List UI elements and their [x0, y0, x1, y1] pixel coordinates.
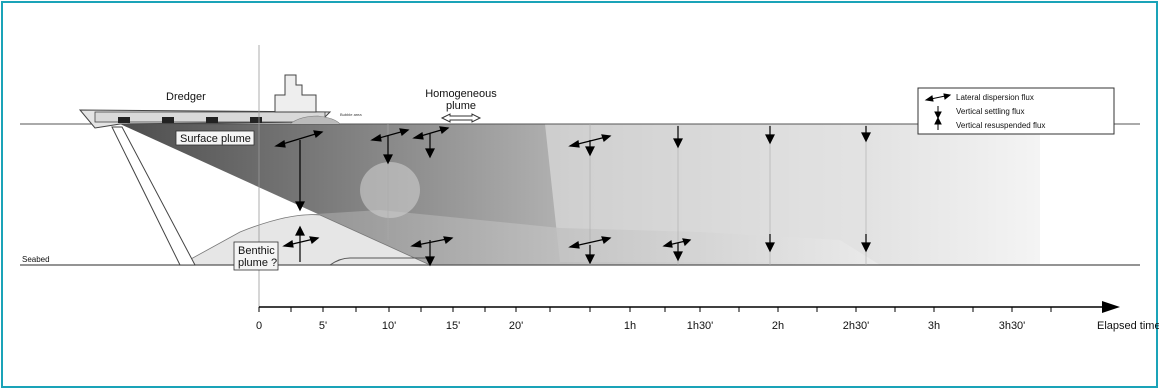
homogeneous-plume-arrow-icon — [440, 113, 482, 123]
benthic-plume-label-box — [233, 241, 279, 271]
surface-plume-label-box — [175, 130, 255, 146]
seabed-label: Seabed — [22, 255, 50, 264]
lateral-dispersion-arrow-icon — [282, 236, 320, 248]
legend-label-settling: Vertical settling flux — [956, 107, 1024, 116]
legend-label-lateral: Lateral dispersion flux — [956, 93, 1034, 102]
vertical-settling-arrow-icon — [425, 240, 435, 267]
bubble-area-label: Bubble area — [340, 112, 362, 117]
vertical-settling-arrow-icon — [673, 126, 683, 149]
tick-label: 3h — [928, 320, 940, 332]
tick-marks — [258, 307, 1052, 312]
vertical-resuspended-arrow-icon — [934, 116, 942, 130]
legend-label-resuspended: Vertical resuspended flux — [956, 121, 1045, 130]
surface-plume-label: Surface plume — [180, 133, 251, 145]
hopper-4 — [250, 117, 262, 123]
tick-label: 1h30' — [687, 320, 714, 332]
plume-core — [360, 162, 420, 218]
vertical-settling-arrow-icon — [861, 126, 871, 143]
tick-label: 1h — [624, 320, 636, 332]
benthic-plume-label: Benthic — [238, 245, 275, 257]
vertical-settling-arrow-icon — [934, 106, 942, 120]
legend: Lateral dispersion flux Vertical settlin… — [917, 87, 1115, 135]
lateral-dispersion-arrow-icon — [924, 93, 952, 102]
tick-label: 20' — [509, 320, 523, 332]
vertical-resuspended-arrow-icon — [295, 225, 305, 262]
homogeneous-plume-label: Homogeneous — [425, 88, 497, 100]
lateral-dispersion-arrow-icon — [412, 126, 450, 140]
hopper-3 — [206, 117, 218, 123]
vertical-settling-arrow-icon — [673, 243, 683, 262]
vertical-settling-arrow-icon — [765, 234, 775, 253]
tick-label: 15' — [446, 320, 460, 332]
vertical-settling-arrow-icon — [425, 133, 435, 159]
hopper-1 — [118, 117, 130, 123]
lateral-dispersion-arrow-icon — [568, 236, 612, 249]
tick-label: 2h — [772, 320, 784, 332]
tick-label: 3h30' — [999, 320, 1026, 332]
hopper-2 — [162, 117, 174, 123]
lateral-dispersion-arrow-icon — [662, 238, 692, 248]
axis-title: Elapsed time — [1097, 320, 1159, 332]
dredger-superstructure — [274, 74, 317, 113]
homogeneous-plume-label-line2: plume — [446, 100, 476, 112]
vertical-settling-arrow-icon — [585, 245, 595, 265]
vertical-settling-arrow-icon — [861, 234, 871, 253]
benthic-plume-label-line2: plume ? — [238, 257, 277, 269]
axis-arrowhead-icon — [1102, 301, 1120, 313]
tick-label: 10' — [382, 320, 396, 332]
vertical-settling-arrow-icon — [295, 140, 305, 212]
lateral-dispersion-arrow-icon — [274, 130, 324, 148]
tick-label: 0 — [256, 320, 262, 332]
lateral-dispersion-arrow-icon — [410, 236, 454, 248]
seabed-bump — [329, 257, 430, 266]
tick-label: 2h30' — [843, 320, 870, 332]
bubble-area-hatch — [289, 115, 341, 125]
vertical-settling-arrow-icon — [383, 136, 393, 165]
plume-tail-region — [545, 124, 870, 262]
lateral-dispersion-arrow-icon — [370, 128, 410, 142]
tick-label: 5' — [319, 320, 327, 332]
dredge-arm — [111, 126, 196, 266]
vertical-settling-arrow-icon — [585, 140, 595, 157]
time-axis: 0 5' 10' 15' 20' 1h 1h30' 2h 2h30' 3h 3h… — [256, 301, 1159, 332]
dredger-label: Dredger — [166, 91, 206, 103]
vertical-settling-arrow-icon — [765, 126, 775, 145]
